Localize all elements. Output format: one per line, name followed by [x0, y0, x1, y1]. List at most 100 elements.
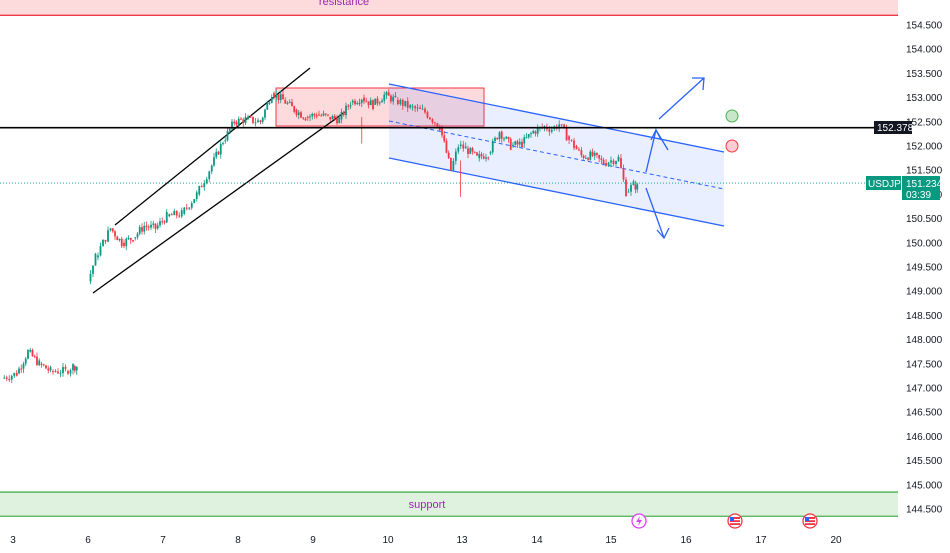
- price-tick-label: 150.500: [906, 214, 943, 225]
- price-tick-label: 149.500: [906, 263, 943, 274]
- support-zone[interactable]: [0, 492, 898, 517]
- candle-body: [284, 100, 287, 104]
- candle-body: [610, 160, 612, 163]
- uptrend-upper-line[interactable]: [114, 67, 311, 226]
- candle-body: [38, 360, 41, 366]
- candle-body: [558, 124, 561, 129]
- candle-body: [342, 111, 345, 115]
- candle-body: [20, 368, 23, 370]
- candle-body: [516, 141, 519, 145]
- candle-body: [111, 228, 114, 232]
- candle-body: [45, 365, 47, 369]
- candle-body: [372, 100, 374, 110]
- candle-body: [383, 94, 386, 101]
- candle-body: [57, 371, 59, 374]
- candle-body: [94, 253, 97, 266]
- candle-body: [392, 96, 395, 102]
- candle-body: [185, 207, 188, 209]
- price-axis[interactable]: 154.500 154.000 153.500 153.000 152.500 152.0…: [906, 21, 943, 516]
- channel-upper-line[interactable]: [388, 83, 725, 153]
- candle-body: [509, 138, 512, 150]
- candle-body: [404, 100, 407, 106]
- candle-body: [480, 154, 483, 157]
- candle-body: [602, 159, 605, 165]
- candle-body: [188, 207, 191, 209]
- time-tick-label: 15: [605, 535, 617, 546]
- candle-body: [582, 155, 585, 158]
- candle-body: [409, 105, 412, 108]
- candle-body: [315, 115, 318, 117]
- candle-body: [318, 114, 320, 116]
- candle-body: [102, 239, 104, 247]
- candle-body: [286, 102, 289, 104]
- candle-body: [336, 118, 338, 124]
- candle-body: [598, 154, 601, 159]
- candle-body: [306, 116, 309, 118]
- green-circle-marker[interactable]: [725, 109, 739, 123]
- candle-body: [358, 102, 361, 104]
- candle-body: [97, 255, 99, 258]
- candle-body: [29, 349, 32, 352]
- candle-body: [54, 371, 57, 373]
- consolidation-box[interactable]: [275, 87, 485, 127]
- resistance-zone[interactable]: [0, 0, 898, 16]
- candle-body: [5, 377, 8, 379]
- candle-body: [620, 158, 622, 169]
- candle-body: [226, 130, 229, 141]
- candle-body: [320, 115, 323, 117]
- candle-body: [578, 149, 580, 151]
- red-circle-marker[interactable]: [725, 139, 739, 153]
- channel-mid-line[interactable]: [388, 120, 725, 190]
- candle-body: [3, 377, 6, 379]
- candle-body: [49, 367, 52, 371]
- candle-body: [356, 103, 359, 105]
- candle-body: [198, 186, 201, 195]
- candle-body: [159, 221, 161, 226]
- candle-body: [120, 238, 123, 247]
- candle-body: [195, 192, 198, 200]
- candle-body: [47, 368, 50, 371]
- uptrend-lower-line[interactable]: [92, 111, 346, 294]
- candle-body: [429, 117, 431, 120]
- candle-body: [175, 210, 178, 216]
- candle-body: [261, 117, 264, 122]
- events[interactable]: [631, 513, 818, 529]
- us-flag-icon[interactable]: [802, 513, 818, 529]
- candle-body: [532, 130, 535, 134]
- candle-body: [634, 184, 637, 190]
- price-tick-label: 154.500: [906, 21, 943, 32]
- time-axis[interactable]: 3 6 7 8 9 10 13 14 15 16 17 20: [10, 535, 842, 546]
- lightning-icon[interactable]: [631, 513, 647, 529]
- candle-body: [219, 144, 222, 155]
- candle-body: [203, 183, 206, 188]
- candle-body: [445, 141, 448, 153]
- channel-lower-line[interactable]: [388, 157, 725, 227]
- candle-body: [154, 223, 157, 229]
- candle-body: [584, 157, 587, 159]
- candle-body: [387, 92, 390, 96]
- candle-body: [381, 100, 383, 103]
- candle-body: [521, 141, 523, 148]
- candle-body: [249, 116, 252, 118]
- time-tick-label: 13: [456, 535, 468, 546]
- time-tick-label: 6: [85, 535, 91, 546]
- candle-body: [591, 151, 594, 156]
- candle-body: [365, 101, 368, 103]
- candle-body: [399, 99, 402, 105]
- candle-body: [273, 92, 275, 98]
- candle-body: [390, 95, 392, 102]
- candle-body: [338, 117, 341, 124]
- candle-body: [534, 131, 537, 134]
- candle-body: [228, 128, 231, 131]
- candle-body: [13, 372, 16, 376]
- candle-body: [200, 186, 203, 188]
- candle-body: [178, 215, 181, 217]
- us-flag-icon[interactable]: [727, 513, 743, 529]
- candle-body: [215, 151, 218, 158]
- candle-body: [503, 138, 505, 140]
- candle-body: [42, 364, 45, 366]
- candle-body: [478, 154, 481, 159]
- candle-body: [235, 121, 238, 125]
- candle-body: [518, 141, 521, 145]
